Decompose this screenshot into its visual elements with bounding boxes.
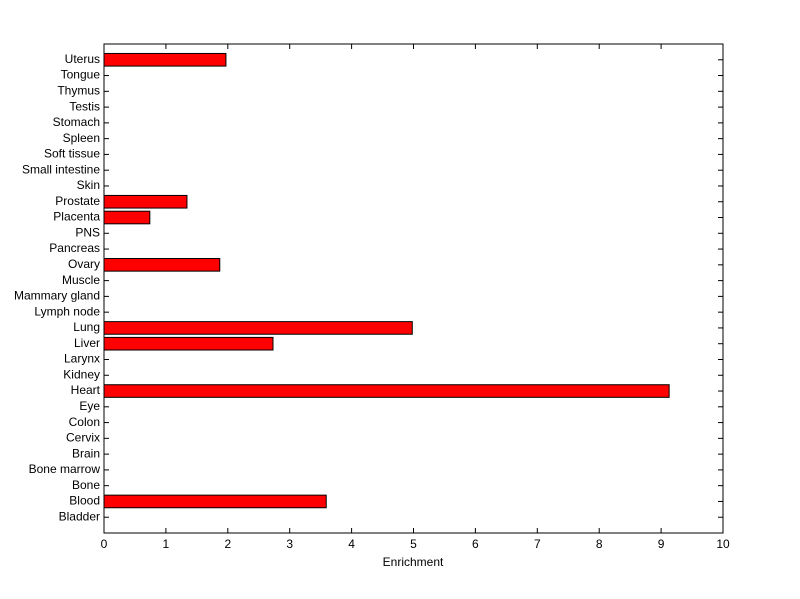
y-tick-label: Bladder [59, 509, 100, 523]
y-tick-label: Thymus [57, 83, 100, 97]
y-tick-label: Lymph node [34, 304, 100, 318]
y-tick-label: Pancreas [49, 241, 100, 255]
y-tick-label: Tongue [61, 68, 101, 82]
y-tick-label: Soft tissue [44, 147, 100, 161]
x-tick-label: 8 [596, 537, 603, 551]
bar [103, 321, 413, 335]
y-tick-label: Uterus [65, 52, 100, 66]
y-tick-label: Heart [71, 383, 101, 397]
x-tick-label: 2 [224, 537, 231, 551]
y-tick-label: Cervix [66, 431, 100, 445]
x-tick-label: 6 [472, 537, 479, 551]
y-tick-label: Eye [79, 399, 100, 413]
y-tick-label: Mammary gland [14, 289, 100, 303]
y-tick-label: Larynx [64, 352, 100, 366]
y-tick-label: Liver [74, 336, 100, 350]
x-tick-label: 0 [101, 537, 108, 551]
x-tick-label: 10 [716, 537, 730, 551]
bar [103, 336, 274, 351]
y-tick-label: PNS [75, 225, 100, 239]
y-tick-label: Blood [69, 494, 100, 508]
y-tick-label: Bone [72, 478, 100, 492]
y-tick-label: Colon [69, 415, 100, 429]
plot-area [104, 44, 723, 533]
y-tick-label: Spleen [63, 131, 100, 145]
y-tick-label: Bone marrow [29, 462, 101, 476]
x-tick-label: 4 [348, 537, 355, 551]
y-tick-label: Muscle [62, 273, 100, 287]
bar [103, 194, 188, 209]
y-tick-label: Ovary [68, 257, 100, 271]
bar [103, 210, 151, 225]
bar [103, 258, 221, 272]
y-tick-label: Testis [69, 99, 100, 113]
x-tick-label: 3 [286, 537, 293, 551]
x-tick-label: 9 [658, 537, 665, 551]
x-axis-label: Enrichment [383, 555, 444, 569]
plot-frame [103, 43, 724, 534]
y-tick-label: Brain [72, 446, 100, 460]
y-tick-label: Prostate [55, 194, 100, 208]
y-tick-label: Lung [73, 320, 100, 334]
bar [103, 384, 670, 398]
y-tick-label: Stomach [53, 115, 100, 129]
x-tick-label: 1 [163, 537, 170, 551]
bar [103, 494, 327, 509]
x-tick-label: 5 [410, 537, 417, 551]
y-tick-label: Small intestine [22, 162, 100, 176]
y-tick-label: Kidney [63, 367, 100, 381]
x-tick-label: 7 [534, 537, 541, 551]
y-tick-label: Skin [77, 178, 100, 192]
bar [103, 52, 227, 67]
y-tick-label: Placenta [53, 210, 100, 224]
